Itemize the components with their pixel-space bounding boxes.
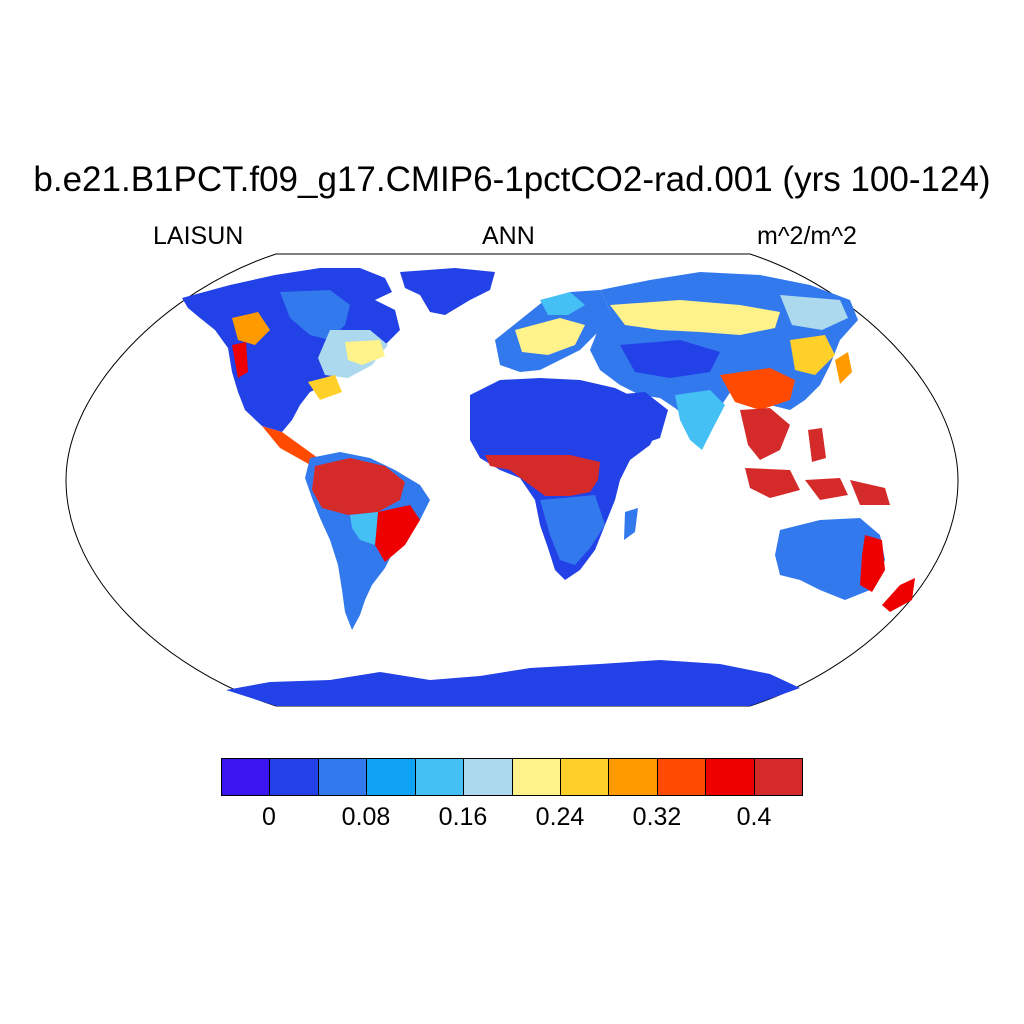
region-asia-steppe: [610, 300, 780, 335]
colorbar-labels: 0 0.08 0.16 0.24 0.32 0.4: [0, 803, 1024, 837]
region-na-taiga: [280, 290, 350, 340]
region-siberia-east: [780, 295, 848, 330]
region-new-guinea: [850, 480, 890, 505]
colorbar-box: [706, 759, 755, 795]
map-title: b.e21.B1PCT.f09_g17.CMIP6-1pctCO2-rad.00…: [33, 160, 991, 199]
colorbar-label: 0.16: [438, 803, 488, 831]
region-na-pacific-coast: [232, 342, 248, 378]
colorbar-box: [464, 759, 513, 795]
variable-label: LAISUN: [153, 222, 244, 250]
region-india: [675, 390, 725, 450]
region-australia-east: [860, 535, 885, 592]
region-philippines: [808, 428, 826, 462]
colorbar-box: [754, 759, 803, 795]
land-layer: [182, 268, 915, 706]
region-china-east: [790, 335, 835, 375]
region-na-southeast: [308, 375, 342, 400]
region-japan: [835, 352, 852, 384]
region-indonesia-1: [745, 468, 800, 498]
region-na-northeast: [345, 340, 385, 365]
region-greenland: [400, 268, 495, 315]
colorbar: [221, 758, 803, 796]
units-label: m^2/m^2: [757, 222, 857, 250]
colorbar-box: [270, 759, 319, 795]
colorbar-label: 0.24: [535, 803, 585, 831]
region-antarctica: [226, 660, 800, 706]
region-arabia: [612, 392, 668, 445]
region-europe-central: [515, 318, 585, 355]
colorbar-box: [222, 759, 271, 795]
region-na-pacific-nw: [232, 312, 270, 345]
region-scandinavia: [540, 292, 585, 315]
colorbar-box: [367, 759, 416, 795]
region-indonesia-2: [805, 478, 848, 500]
region-se-asia: [740, 408, 790, 460]
colorbar-box: [512, 759, 561, 795]
region-africa-south: [540, 495, 605, 565]
season-label: ANN: [482, 222, 535, 250]
region-amazon: [312, 458, 405, 515]
colorbar-label: 0.4: [736, 803, 772, 831]
region-china-south: [720, 368, 795, 410]
colorbar-box: [318, 759, 368, 795]
region-cerrado: [350, 512, 378, 545]
colorbar-label: 0: [262, 803, 276, 831]
colorbar-label: 0.32: [632, 803, 682, 831]
region-new-zealand: [882, 578, 915, 612]
region-australia: [775, 518, 885, 600]
region-se-brazil: [375, 505, 420, 562]
colorbar-box: [415, 759, 465, 795]
region-central-america: [262, 426, 318, 466]
colorbar-box: [609, 759, 658, 795]
region-madagascar: [624, 508, 638, 540]
region-central-asia: [620, 340, 720, 378]
region-congo: [485, 455, 600, 496]
colorbar-box: [657, 759, 707, 795]
colorbar-box: [560, 759, 610, 795]
colorbar-label: 0.08: [341, 803, 391, 831]
